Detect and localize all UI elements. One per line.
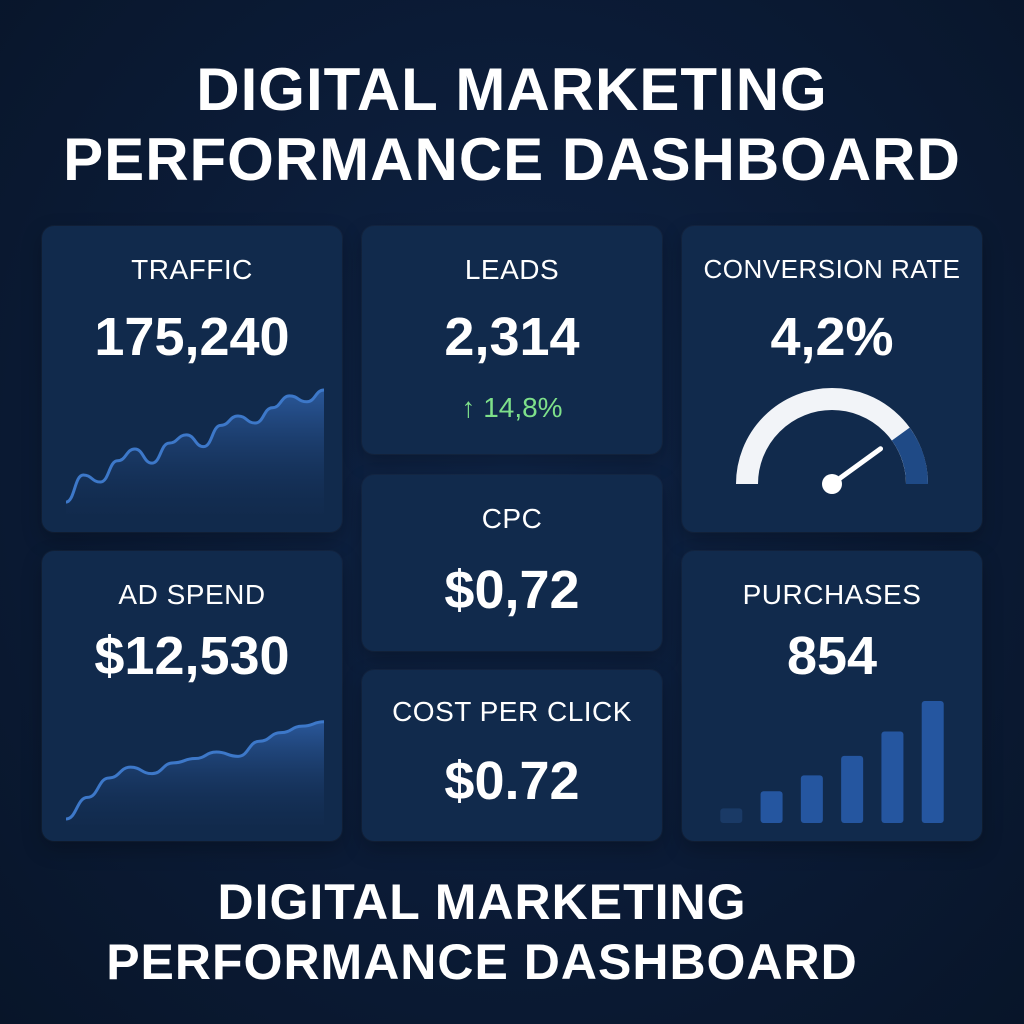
- purchases-bar: [921, 701, 944, 823]
- conversion-rate-label: CONVERSION RATE: [703, 254, 961, 284]
- leads-value: 2,314: [444, 307, 580, 367]
- purchases-bar: [881, 731, 904, 823]
- purchases-bar: [800, 775, 823, 823]
- purchases-card[interactable]: PURCHASES 854: [682, 551, 982, 841]
- traffic-trend-area: [66, 390, 324, 514]
- gauge-track: [736, 388, 928, 485]
- traffic-label: TRAFFIC: [131, 254, 253, 285]
- ad-spend-trend-line: [65, 720, 325, 821]
- ad-spend-label: AD SPEND: [118, 579, 266, 610]
- leads-change-value: 14,8%: [483, 392, 563, 423]
- purchases-bar: [760, 791, 783, 823]
- leads-card[interactable]: LEADS 2,314 ↑ 14,8%: [362, 226, 662, 454]
- leads-label: LEADS: [464, 254, 560, 285]
- ad-spend-card[interactable]: AD SPEND $12,530: [42, 551, 342, 841]
- purchases-bar-chart: [720, 701, 944, 823]
- cost-per-click-value: $0.72: [444, 751, 580, 811]
- ad-spend-trend-chart: [65, 720, 325, 825]
- purchases-label: PURCHASES: [742, 579, 922, 610]
- footer-title: DIGITAL MARKETING PERFORMANCE DASHBOARD: [0, 872, 994, 992]
- conversion-gauge: [736, 388, 928, 494]
- leads-change: ↑ 14,8%: [362, 392, 662, 424]
- purchases-value: 854: [786, 626, 878, 686]
- traffic-value: 175,240: [94, 307, 290, 367]
- cost-per-click-label: COST PER CLICK: [392, 696, 632, 727]
- footer-title-line1: DIGITAL MARKETING: [217, 874, 747, 930]
- purchases-bar: [841, 755, 864, 823]
- cpc-value: $0,72: [444, 560, 580, 620]
- cost-per-click-card[interactable]: COST PER CLICK $0.72: [362, 670, 662, 841]
- traffic-trend-chart: [65, 388, 325, 514]
- conversion-rate-value: 4,2%: [770, 307, 894, 367]
- dashboard-title-line1: DIGITAL MARKETING: [196, 56, 828, 123]
- traffic-trend-line: [65, 388, 325, 504]
- purchases-bar: [720, 808, 743, 823]
- footer-title-line2: PERFORMANCE DASHBOARD: [106, 934, 858, 990]
- cpc-label: CPC: [481, 503, 543, 534]
- dashboard-title: DIGITAL MARKETING PERFORMANCE DASHBOARD: [0, 55, 1024, 195]
- conversion-rate-card[interactable]: CONVERSION RATE 4,2%: [682, 226, 982, 532]
- cpc-card[interactable]: CPC $0,72: [362, 475, 662, 651]
- traffic-card[interactable]: TRAFFIC 175,240: [42, 226, 342, 532]
- gauge-hub: [822, 474, 842, 494]
- gauge-fill: [891, 427, 928, 485]
- ad-spend-trend-area: [66, 721, 324, 825]
- arrow-up-icon: ↑: [461, 392, 476, 423]
- dashboard-title-line2: PERFORMANCE DASHBOARD: [63, 126, 961, 193]
- ad-spend-value: $12,530: [94, 626, 290, 686]
